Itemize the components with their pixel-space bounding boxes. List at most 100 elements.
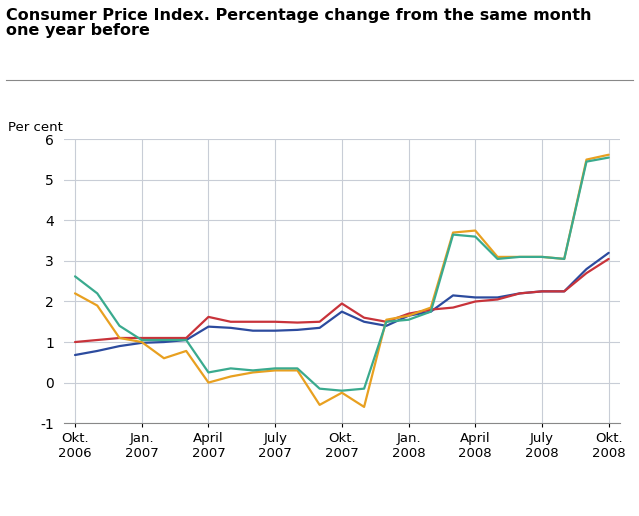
CPI-AE (494, 296, 502, 302)
Line: CPI-AT: CPI-AT (75, 155, 609, 407)
CPI-AT (138, 339, 146, 345)
CPI-AE (93, 337, 101, 343)
CPI-ATE (360, 319, 368, 325)
CPI-AE (182, 335, 190, 341)
CPI (360, 385, 368, 392)
CPI-AE (160, 335, 168, 341)
CPI-ATE (182, 337, 190, 343)
CPI-AT (404, 313, 412, 319)
Line: CPI: CPI (75, 157, 609, 391)
CPI (538, 254, 546, 260)
CPI-AT (583, 156, 590, 163)
CPI-AE (293, 319, 301, 326)
CPI-AT (204, 379, 212, 385)
CPI-AE (204, 314, 212, 320)
CPI-AT (538, 254, 546, 260)
CPI (249, 367, 257, 374)
CPI-AE (249, 319, 257, 325)
CPI-AT (605, 152, 613, 158)
CPI-AE (583, 270, 590, 276)
CPI (404, 317, 412, 323)
CPI-AT (449, 230, 457, 236)
CPI-AT (338, 390, 346, 396)
CPI-ATE (427, 309, 435, 315)
CPI-ATE (338, 309, 346, 315)
CPI (605, 154, 613, 160)
CPI-AE (71, 339, 79, 345)
CPI (272, 365, 279, 372)
CPI-AE (116, 335, 123, 341)
CPI-ATE (293, 327, 301, 333)
CPI-AT (249, 369, 257, 376)
Text: one year before: one year before (6, 23, 150, 38)
CPI (293, 365, 301, 372)
CPI-ATE (204, 324, 212, 330)
CPI (138, 337, 146, 343)
CPI-AE (427, 307, 435, 313)
CPI-ATE (538, 288, 546, 295)
CPI-ATE (516, 291, 523, 297)
Text: Per cent: Per cent (8, 121, 63, 134)
Line: CPI-ATE: CPI-ATE (75, 253, 609, 355)
CPI-AT (383, 317, 390, 323)
CPI-ATE (138, 340, 146, 346)
CPI-ATE (560, 288, 568, 295)
CPI (204, 369, 212, 376)
CPI-AT (494, 254, 502, 260)
CPI-AT (472, 228, 479, 234)
CPI-AT (272, 367, 279, 374)
CPI-AE (338, 300, 346, 307)
CPI-AT (160, 355, 168, 361)
CPI-AT (227, 374, 235, 380)
CPI (494, 256, 502, 262)
CPI-ATE (93, 348, 101, 354)
CPI-AT (427, 304, 435, 311)
CPI-AT (182, 348, 190, 354)
CPI-ATE (472, 294, 479, 300)
CPI-AT (93, 302, 101, 309)
CPI-AE (138, 335, 146, 341)
CPI-AE (560, 288, 568, 295)
CPI-AE (538, 288, 546, 295)
CPI (71, 273, 79, 280)
CPI-ATE (494, 294, 502, 300)
Text: Consumer Price Index. Percentage change from the same month: Consumer Price Index. Percentage change … (6, 8, 592, 23)
CPI-ATE (227, 325, 235, 331)
CPI-AE (516, 291, 523, 297)
CPI-AE (360, 315, 368, 321)
CPI (516, 254, 523, 260)
CPI-AE (472, 298, 479, 304)
CPI-ATE (71, 352, 79, 358)
CPI-ATE (160, 339, 168, 345)
CPI-ATE (272, 328, 279, 334)
CPI-AT (560, 256, 568, 262)
CPI-AE (227, 319, 235, 325)
CPI (116, 322, 123, 329)
Legend: CPI-ATE, CPI-AE, CPI-AT, CPI: CPI-ATE, CPI-AE, CPI-AT, CPI (132, 509, 552, 516)
CPI-ATE (583, 266, 590, 272)
CPI (560, 256, 568, 262)
CPI-ATE (316, 325, 323, 331)
CPI-ATE (404, 313, 412, 319)
CPI-ATE (116, 343, 123, 349)
CPI-ATE (605, 250, 613, 256)
CPI (182, 337, 190, 343)
CPI-AE (449, 304, 457, 311)
CPI-AT (293, 367, 301, 374)
CPI (93, 291, 101, 297)
CPI-AE (383, 319, 390, 325)
CPI (316, 385, 323, 392)
CPI (227, 365, 235, 372)
CPI (449, 232, 457, 238)
CPI-ATE (449, 292, 457, 298)
CPI-AT (516, 254, 523, 260)
CPI (160, 337, 168, 343)
Line: CPI-AE: CPI-AE (75, 259, 609, 342)
CPI (338, 388, 346, 394)
CPI-AE (272, 319, 279, 325)
CPI-AT (116, 335, 123, 341)
CPI-AT (316, 402, 323, 408)
CPI-AE (605, 256, 613, 262)
CPI-AE (404, 311, 412, 317)
CPI-AT (71, 291, 79, 297)
